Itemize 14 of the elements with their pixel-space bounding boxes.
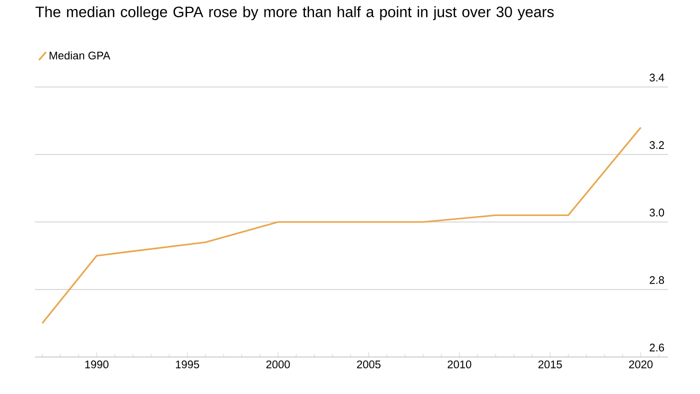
x-tick-label: 2010 [448,360,472,368]
legend-label: Median GPA [50,51,110,60]
y-tick-label: 3.2 [650,141,664,149]
x-tick-label: 2000 [266,360,290,368]
y-tick-label: 2.8 [650,276,664,284]
x-tick-label: 1995 [176,360,200,368]
y-tick-label: 3.4 [650,74,664,82]
chart-title: The median college GPA rose by more than half a point in just over 30 years [36,6,554,20]
x-tick-label: 2020 [629,360,653,368]
x-tick-label: 2005 [357,360,381,368]
y-tick-label: 3.0 [650,208,664,216]
x-tick-label: 1990 [85,360,108,368]
y-tick-label: 2.6 [650,344,664,352]
x-tick-label: 2015 [538,360,562,368]
